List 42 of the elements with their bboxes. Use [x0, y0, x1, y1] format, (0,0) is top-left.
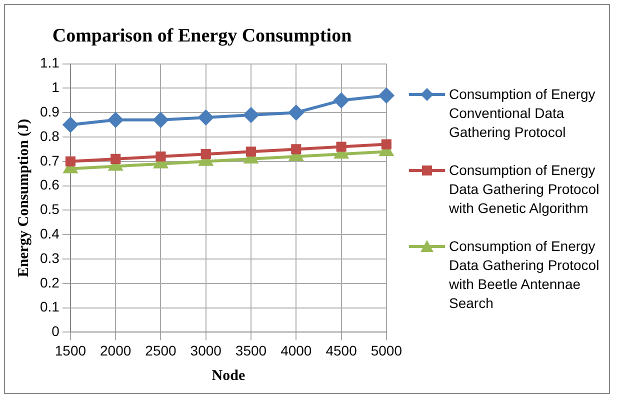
x-tick-label: 2500 [145, 342, 177, 358]
y-tick-label: 0.3 [40, 250, 60, 266]
y-tick-label: 0.5 [40, 201, 60, 218]
legend-label: Consumption of Energy Conventional Data Gathering Protocol [449, 85, 596, 142]
point [334, 92, 349, 108]
x-tick-label: 2000 [100, 342, 132, 358]
point [200, 149, 211, 160]
y-tick-label: 0 [52, 323, 60, 340]
x-tick-label: 4000 [280, 342, 312, 358]
point [198, 110, 214, 125]
y-tick-label: 0.9 [40, 103, 60, 120]
chart-title: Comparison of Energy Consumption [52, 25, 352, 46]
y-tick-label: 0.2 [40, 274, 60, 290]
point [381, 139, 392, 150]
point [291, 144, 302, 154]
y-tick-label: 1 [52, 79, 60, 96]
point [244, 108, 259, 123]
x-tick-label: 3000 [190, 342, 222, 358]
legend-label: Consumption of Energy Data Gathering Protocol with Beetle Antennae Search [449, 237, 600, 313]
y-tick-label: 0.6 [40, 176, 60, 193]
x-tick-label: 5000 [370, 342, 402, 358]
point [108, 112, 124, 128]
point [110, 154, 121, 164]
point [156, 151, 166, 162]
x-tick-label: 1500 [54, 342, 86, 358]
x-axis-title: Node [212, 368, 246, 384]
y-tick-label: 0.8 [40, 128, 60, 144]
point [246, 146, 256, 157]
point [62, 117, 78, 132]
point [65, 156, 76, 166]
x-tick-label: 3500 [235, 342, 267, 358]
point [153, 112, 168, 128]
y-tick-label: 0.1 [40, 298, 60, 315]
point [378, 88, 394, 104]
y-axis-title: Energy Consumption (J) [16, 118, 32, 278]
y-tick-label: 1.1 [40, 54, 60, 71]
legend-label: Consumption of Energy Data Gathering Protocol with Genetic Algorithm [449, 161, 600, 218]
point [336, 142, 346, 152]
x-tick-label: 4500 [326, 342, 358, 358]
point [288, 105, 304, 120]
y-tick-label: 0.7 [40, 152, 60, 168]
y-tick-label: 0.4 [40, 225, 60, 242]
